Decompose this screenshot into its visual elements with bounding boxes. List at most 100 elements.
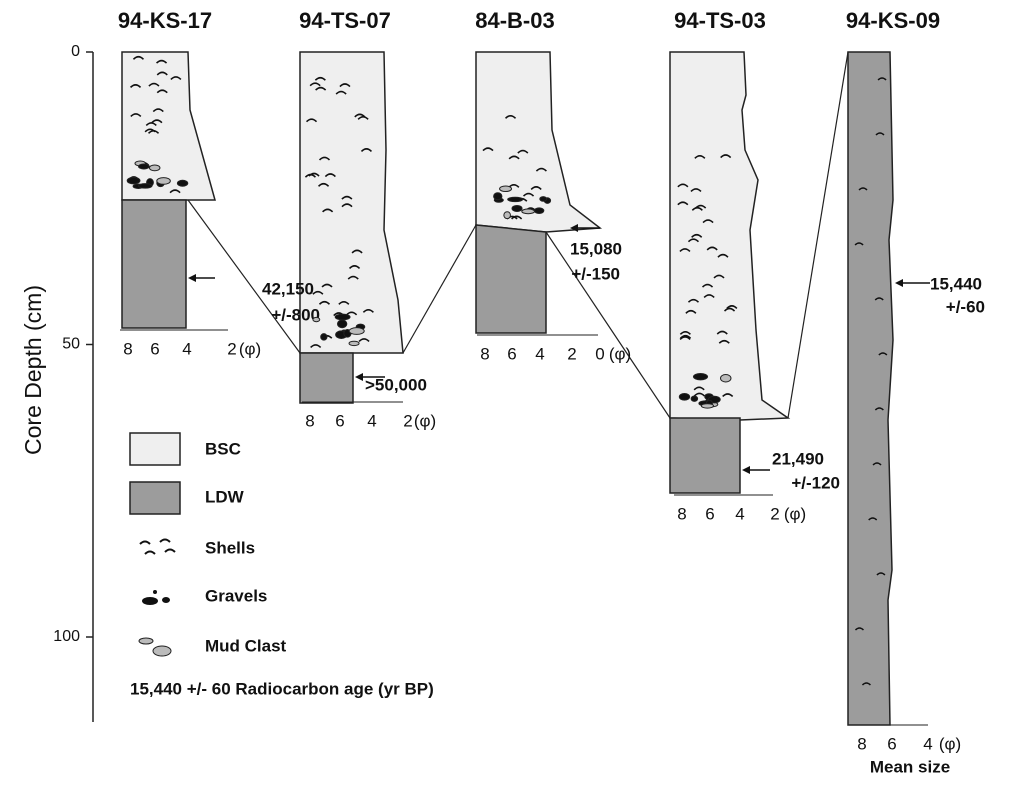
gravel xyxy=(719,374,732,383)
shell xyxy=(338,301,350,305)
gravel xyxy=(511,204,523,213)
shell xyxy=(315,86,327,91)
shell xyxy=(155,59,168,64)
bsc-unit xyxy=(475,51,603,233)
shell xyxy=(687,298,700,303)
shell xyxy=(679,331,691,335)
shell xyxy=(517,149,529,154)
shell xyxy=(335,90,347,95)
shell xyxy=(693,392,705,397)
shell xyxy=(679,334,692,339)
shell xyxy=(152,108,164,113)
shell xyxy=(720,154,732,159)
shell xyxy=(716,330,728,335)
shell xyxy=(723,307,736,312)
shell xyxy=(322,208,334,213)
shell xyxy=(314,76,326,81)
shell xyxy=(508,155,520,160)
scale-label: 6 xyxy=(705,504,714,523)
shell xyxy=(148,82,160,87)
scale-label: 8 xyxy=(677,504,686,523)
shell xyxy=(706,246,718,251)
shell xyxy=(702,219,714,224)
shell xyxy=(341,195,353,200)
shell xyxy=(339,83,351,88)
gravel xyxy=(690,395,699,402)
shell xyxy=(694,155,706,159)
shell xyxy=(357,116,369,120)
shell xyxy=(308,172,320,177)
shell xyxy=(677,201,689,206)
core-title: 94-TS-07 xyxy=(299,8,391,33)
scale-label: 6 xyxy=(887,734,896,753)
shell xyxy=(351,249,363,254)
shell xyxy=(310,344,322,349)
arrow-head xyxy=(570,224,578,232)
shell xyxy=(874,297,884,301)
scale-label: 2 xyxy=(770,504,779,523)
scale-label: 0 xyxy=(595,344,604,363)
shell xyxy=(129,84,142,88)
shell xyxy=(347,275,359,280)
gravel xyxy=(521,208,536,215)
legend-label: LDW xyxy=(205,487,245,506)
scale-unit: (φ) xyxy=(414,411,436,430)
shell xyxy=(309,82,321,87)
age-error: +/-120 xyxy=(791,473,840,492)
ldw-unit xyxy=(475,224,547,334)
shell xyxy=(691,206,703,211)
gravel xyxy=(156,177,171,185)
shell xyxy=(877,77,887,81)
shell xyxy=(687,238,700,243)
ldw-unit xyxy=(847,51,894,726)
shell xyxy=(530,186,542,190)
gravel xyxy=(503,211,511,220)
scale-label: 4 xyxy=(535,344,544,363)
shell xyxy=(691,233,703,238)
scale-label: 6 xyxy=(507,344,516,363)
scale-label: 2 xyxy=(227,339,236,358)
gravel xyxy=(539,196,548,202)
gravel xyxy=(138,183,153,189)
tick-label: 0 xyxy=(71,43,80,60)
shell xyxy=(358,338,370,343)
shell xyxy=(504,115,517,119)
correlation-line xyxy=(187,199,301,354)
tick-label: 50 xyxy=(62,336,80,353)
shell xyxy=(144,128,156,133)
scale-label: 8 xyxy=(123,339,132,358)
shell xyxy=(317,182,330,187)
ldw-unit xyxy=(121,199,187,329)
legend-note: 15,440 +/- 60 Radiocarbon age (yr BP) xyxy=(130,679,434,698)
legend-label: Shells xyxy=(205,538,255,557)
ldw-unit xyxy=(299,352,354,404)
gravel xyxy=(312,316,321,323)
shell xyxy=(854,627,864,631)
scale-unit: (φ) xyxy=(239,339,261,358)
gravel xyxy=(678,393,691,401)
age-error: +/-150 xyxy=(571,264,620,283)
gravel xyxy=(348,327,365,335)
gravel xyxy=(533,207,545,214)
gravel xyxy=(499,185,513,193)
age: 15,080 xyxy=(570,239,622,258)
shell xyxy=(718,339,730,344)
shell xyxy=(874,407,884,411)
shell xyxy=(717,253,729,258)
core-title: 94-KS-17 xyxy=(118,8,212,33)
gravel xyxy=(493,192,503,201)
scale-unit: (φ) xyxy=(609,344,631,363)
shell xyxy=(872,462,882,466)
legend-gravels xyxy=(142,590,170,605)
shell xyxy=(360,148,373,152)
scale-label: 6 xyxy=(150,339,159,358)
gravel xyxy=(700,403,715,409)
shell xyxy=(145,122,157,127)
x-label: Mean size xyxy=(870,757,950,776)
scale-label: 8 xyxy=(305,411,314,430)
shell xyxy=(482,147,494,152)
gravel xyxy=(148,164,161,172)
shell xyxy=(324,173,336,178)
axis-label: Core Depth (cm) xyxy=(20,285,46,455)
